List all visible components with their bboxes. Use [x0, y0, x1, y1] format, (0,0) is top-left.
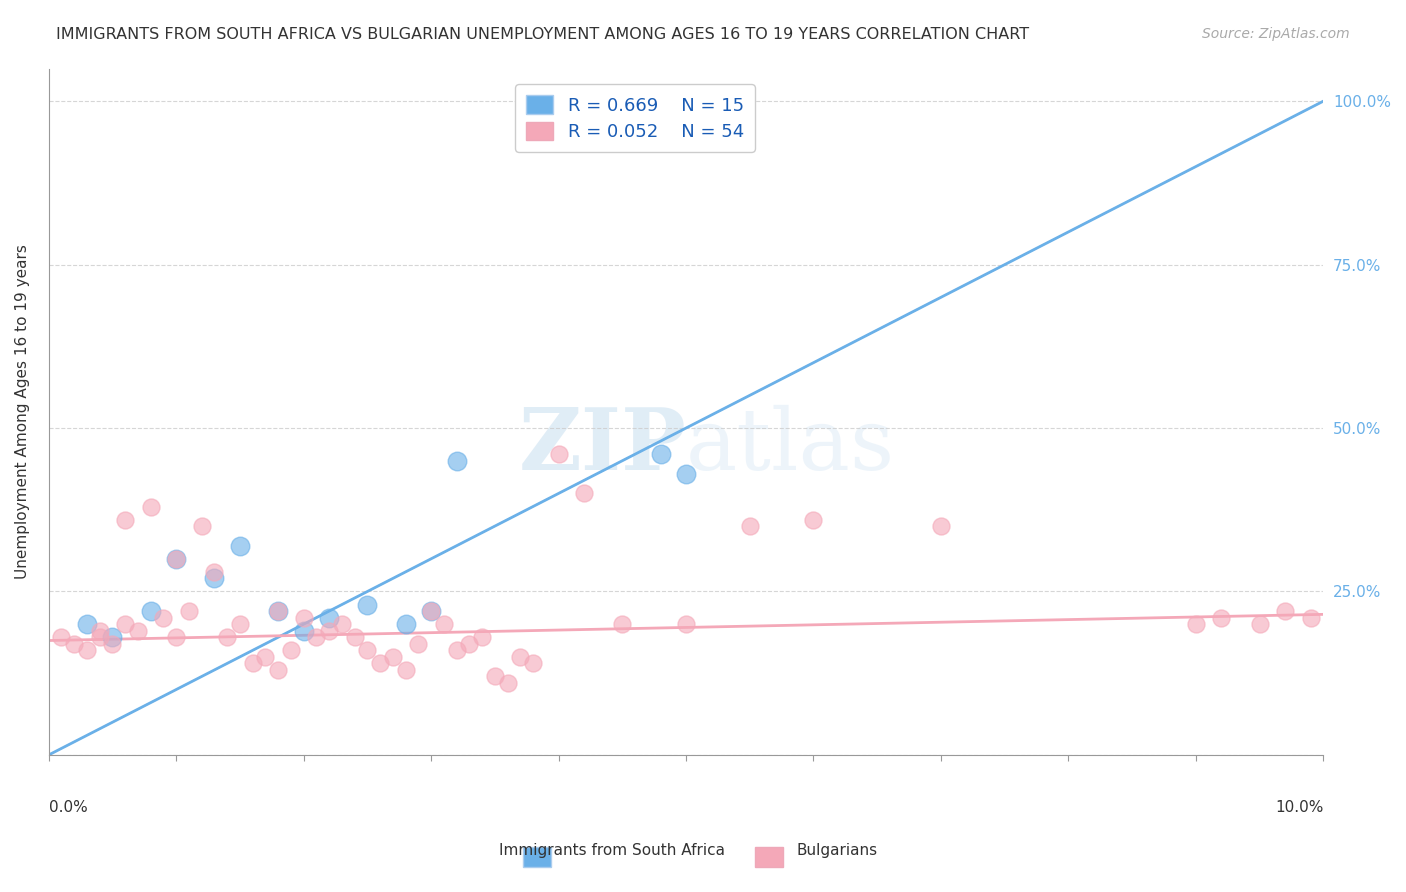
Point [190, 519, 212, 533]
Point [305, 630, 328, 644]
Point [76, 643, 98, 657]
Point [433, 617, 456, 632]
Point [177, 604, 200, 618]
Point [217, 630, 239, 644]
Point [204, 565, 226, 579]
Point [242, 657, 264, 671]
Text: 10.0%: 10.0% [1275, 799, 1323, 814]
Point [420, 604, 443, 618]
Point [1299, 610, 1322, 624]
Text: ZIP: ZIP [519, 404, 686, 488]
Point [330, 617, 353, 632]
Point [675, 617, 697, 632]
Point [229, 617, 252, 632]
Text: Source: ZipAtlas.com: Source: ZipAtlas.com [1202, 27, 1350, 41]
Point [165, 551, 187, 566]
Text: Immigrants from South Africa: Immigrants from South Africa [499, 843, 724, 858]
Point [318, 610, 340, 624]
Point [368, 657, 391, 671]
Point [1211, 610, 1233, 624]
Point [89, 624, 111, 638]
Point [101, 637, 124, 651]
Point [509, 649, 531, 664]
Point [394, 663, 416, 677]
Point [127, 624, 149, 638]
Point [381, 649, 404, 664]
Point [612, 617, 634, 632]
Text: atlas: atlas [686, 404, 896, 488]
Point [458, 637, 481, 651]
Point [675, 467, 697, 481]
Point [63, 637, 86, 651]
Point [356, 643, 378, 657]
Point [484, 669, 506, 683]
Point [1185, 617, 1208, 632]
Point [51, 630, 73, 644]
Point [1249, 617, 1271, 632]
Point [803, 512, 825, 526]
Point [76, 617, 98, 632]
Point [267, 604, 290, 618]
Point [408, 637, 430, 651]
Point [471, 630, 494, 644]
Y-axis label: Unemployment Among Ages 16 to 19 years: Unemployment Among Ages 16 to 19 years [15, 244, 30, 579]
Point [650, 447, 672, 461]
Point [496, 676, 519, 690]
Point [292, 624, 315, 638]
Point [139, 500, 162, 514]
Point [420, 604, 443, 618]
Point [318, 624, 340, 638]
Point [229, 539, 252, 553]
Point [280, 643, 302, 657]
Point [356, 598, 378, 612]
Bar [523, 847, 551, 867]
Point [267, 604, 290, 618]
Point [267, 663, 290, 677]
Point [446, 454, 468, 468]
Bar [755, 847, 783, 867]
Legend: R = 0.669    N = 15, R = 0.052    N = 54: R = 0.669 N = 15, R = 0.052 N = 54 [516, 85, 755, 152]
Point [254, 649, 277, 664]
Point [139, 604, 162, 618]
Point [165, 551, 187, 566]
Point [738, 519, 761, 533]
Point [929, 519, 952, 533]
Point [343, 630, 366, 644]
Point [204, 571, 226, 585]
Point [572, 486, 595, 500]
Point [165, 630, 187, 644]
Point [1274, 604, 1296, 618]
Point [152, 610, 174, 624]
Text: 0.0%: 0.0% [49, 799, 87, 814]
Point [394, 617, 416, 632]
Text: IMMIGRANTS FROM SOUTH AFRICA VS BULGARIAN UNEMPLOYMENT AMONG AGES 16 TO 19 YEARS: IMMIGRANTS FROM SOUTH AFRICA VS BULGARIA… [56, 27, 1029, 42]
Point [89, 630, 111, 644]
Point [522, 657, 544, 671]
Point [446, 643, 468, 657]
Point [547, 447, 569, 461]
Point [114, 512, 136, 526]
Point [114, 617, 136, 632]
Text: Bulgarians: Bulgarians [796, 843, 877, 858]
Point [292, 610, 315, 624]
Point [101, 630, 124, 644]
